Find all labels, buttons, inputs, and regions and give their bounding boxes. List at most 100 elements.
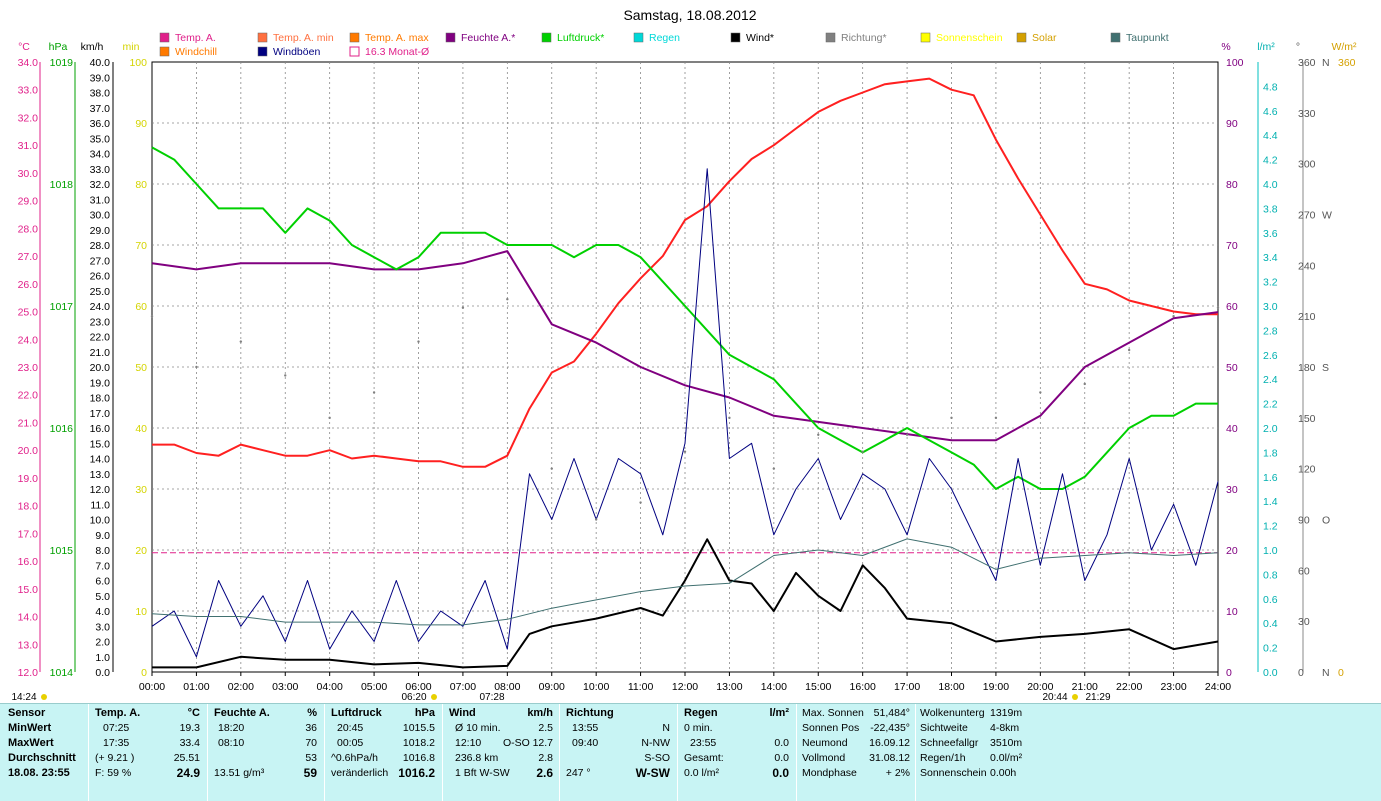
- legend-label: 16.3 Monat-Ø: [365, 46, 429, 58]
- wind-avg-value: 2.8: [538, 752, 553, 764]
- legend-item: Temp. A. min: [257, 32, 334, 44]
- minutes-tick-label: 50: [135, 362, 147, 374]
- wind-tick-label: 2.0: [95, 637, 110, 649]
- temp-tick-label: 25.0: [18, 307, 39, 319]
- direction-point: [994, 416, 998, 420]
- row-label-avg: Durchschnitt: [8, 752, 76, 764]
- legend-item: Sonnenschein: [920, 32, 1003, 44]
- pressure-tick-label: 1019: [50, 57, 74, 69]
- wind-tick-label: 24.0: [90, 301, 111, 313]
- wind-tick-label: 9.0: [95, 530, 110, 542]
- wind-tick-label: 37.0: [90, 103, 111, 115]
- legend-label: Richtung*: [841, 32, 887, 44]
- minutes-tick-label: 10: [135, 606, 147, 618]
- wind-max-time: 12:10: [455, 737, 482, 749]
- direction-compass-label: O: [1322, 515, 1330, 527]
- temp-max-value: 33.4: [179, 737, 200, 749]
- minutes-tick-label: 100: [129, 57, 147, 69]
- direction-column: Richtung 13:55 N 09:40 N-NW S-SO 247 ° W-SW: [566, 706, 670, 781]
- legend-item: Regen: [633, 32, 680, 44]
- temp-tick-label: 29.0: [18, 196, 39, 208]
- direction-current-value: W-SW: [635, 766, 670, 780]
- pressure-tick-label: 1016: [50, 423, 74, 435]
- direction-tick-label: 0: [1298, 667, 1304, 679]
- legend-item: Luftdruck*: [541, 32, 604, 44]
- rain-tick-label: 0.8: [1263, 569, 1278, 581]
- x-tick-label: 00:00: [139, 681, 165, 693]
- pressure-header: Luftdruck: [331, 707, 382, 719]
- wind-tick-label: 15.0: [90, 438, 111, 450]
- row-label-current: 18.08. 23:55: [8, 767, 70, 779]
- astro-label-3: Vollmond: [802, 752, 846, 764]
- direction-point: [1216, 306, 1220, 309]
- extra-value-3: 0.0l/m²: [990, 752, 1023, 764]
- wind-tick-label: 32.0: [90, 179, 111, 191]
- direction-point: [817, 433, 820, 436]
- wind-tick-label: 12.0: [90, 484, 111, 496]
- rain-tick-label: 0.4: [1263, 618, 1278, 630]
- extra-value-4: 0.00h: [990, 767, 1017, 779]
- rain-tick-label: 2.2: [1263, 399, 1278, 411]
- rain-unit: l/m²: [769, 707, 789, 719]
- direction-tick-label: 150: [1298, 413, 1316, 425]
- wind-beaufort: 1 Bft W-SW: [455, 767, 510, 779]
- legend-label: Windchill: [175, 46, 217, 58]
- wind-tick-label: 40.0: [90, 57, 111, 69]
- row-label-min: MinWert: [8, 722, 52, 734]
- astro-label-1: Sonnen Pos: [802, 722, 860, 734]
- x-tick-label: 08:00: [494, 681, 520, 693]
- temp-header: Temp. A.: [95, 707, 141, 719]
- direction-header: Richtung: [566, 707, 614, 719]
- legend-swatch: [159, 32, 170, 43]
- direction-point: [195, 365, 198, 369]
- wind-tick-label: 38.0: [90, 88, 111, 100]
- solar-tick-label: 360: [1338, 57, 1356, 69]
- x-tick-label: 13:00: [716, 681, 742, 693]
- legend: Temp. A. Temp. A. min Temp. A. max Feuchte …: [159, 32, 1169, 58]
- humidity-column: Feuchte A.% 18:20 36 08:10 70 53 13.51 g/m…: [214, 706, 317, 781]
- pressure-tendency: veränderlich: [331, 767, 389, 779]
- temp-tick-label: 32.0: [18, 112, 39, 124]
- right-axes: 10090807060504030201004.84.64.44.24.03.8…: [1226, 57, 1356, 679]
- legend-item: Windböen: [257, 46, 320, 58]
- humidity-tick-label: 30: [1226, 484, 1238, 496]
- legend-label: Temp. A. max: [365, 32, 429, 44]
- humidity-tick-label: 20: [1226, 545, 1238, 557]
- x-tick-label: 02:00: [228, 681, 254, 693]
- humidity-unit: %: [307, 707, 317, 719]
- wind-max-value: 12.7: [532, 737, 553, 749]
- rain-tick-label: 4.8: [1263, 81, 1278, 93]
- series-wind: [152, 538, 1219, 669]
- unit-label: °: [1296, 41, 1300, 53]
- humidity-current-value: 59: [303, 766, 317, 780]
- legend-label: Regen: [649, 32, 680, 44]
- astro-value-0: 51,484°: [873, 707, 910, 719]
- x-axis: 00:00 01:00 02:00 03:00 04:00 05:00 06:00 07:00…: [11, 672, 1231, 703]
- humidity-header: Feuchte A.: [214, 707, 270, 719]
- rain-tick-label: 0.0: [1263, 667, 1278, 679]
- astro-value-3: 31.08.12: [869, 752, 910, 764]
- extra-value-2: 3510m: [990, 737, 1023, 749]
- wind-tick-label: 5.0: [95, 591, 110, 603]
- unit-label: km/h: [81, 41, 104, 53]
- wind-tick-label: 1.0: [95, 652, 110, 664]
- pressure-column: Luftdruck hPa 20:45 1015.5 00:05 1018.2 ^0.…: [331, 706, 435, 781]
- humidity-tick-label: 0: [1226, 667, 1232, 679]
- x-tick-label: 14:00: [761, 681, 787, 693]
- temp-tick-label: 12.0: [18, 667, 39, 679]
- direction-max-time: 09:40: [572, 737, 599, 749]
- temp-tick-label: 21.0: [18, 417, 39, 429]
- x-tick-label: 11:00: [628, 681, 654, 693]
- minutes-tick-label: 30: [135, 484, 147, 496]
- unit-label: %: [1221, 41, 1230, 53]
- direction-point: [728, 416, 731, 420]
- x-tick-label: 10:00: [583, 681, 609, 693]
- legend-label: Windböen: [273, 46, 320, 58]
- legend-label: Luftdruck*: [557, 32, 604, 44]
- humidity-tick-label: 90: [1226, 118, 1238, 130]
- pressure-tick-label: 1018: [50, 179, 74, 191]
- temp-tick-label: 15.0: [18, 584, 39, 596]
- legend-label: Temp. A.: [175, 32, 216, 44]
- minutes-tick-label: 70: [135, 240, 147, 252]
- legend-item: Taupunkt: [1110, 32, 1169, 44]
